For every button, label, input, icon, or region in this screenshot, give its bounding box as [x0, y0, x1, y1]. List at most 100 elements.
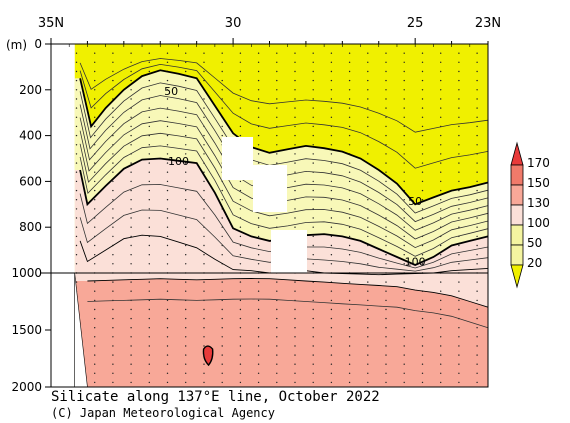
- sample-dot: [257, 263, 260, 265]
- sample-dot: [458, 125, 460, 128]
- sample-dot: [148, 153, 150, 155]
- colorbar-label: 20: [527, 256, 542, 270]
- sample-dot: [348, 79, 351, 82]
- sample-dot: [367, 199, 369, 201]
- sample-dot: [166, 290, 169, 292]
- sample-dot: [312, 299, 314, 302]
- sample-dot: [385, 308, 387, 311]
- contour-label: 100: [405, 256, 426, 269]
- sample-dot: [94, 372, 96, 374]
- sample-dot: [130, 79, 132, 82]
- sample-dot: [440, 180, 442, 183]
- sample-dot: [403, 217, 405, 219]
- sample-dot: [257, 89, 260, 91]
- sample-dot: [476, 235, 478, 238]
- sample-dot: [166, 134, 169, 137]
- sample-dot: [403, 281, 405, 283]
- sample-dot: [385, 317, 387, 320]
- sample-dot: [403, 208, 405, 210]
- sample-dot: [421, 244, 424, 247]
- sample-dot: [130, 89, 132, 91]
- sample-dot: [294, 144, 296, 146]
- sample-dot: [166, 199, 169, 201]
- sample-dot: [203, 381, 205, 384]
- sample-dot: [476, 199, 478, 201]
- sample-dot: [148, 317, 150, 320]
- sample-dot: [130, 336, 132, 338]
- colorbar-segment: [510, 224, 524, 246]
- sample-dot: [476, 244, 478, 247]
- sample-dot: [203, 336, 205, 338]
- sample-dot: [367, 171, 369, 173]
- sample-dot: [130, 226, 132, 228]
- sample-dot: [148, 61, 150, 63]
- sample-dot: [330, 217, 333, 219]
- sample-dot: [276, 363, 278, 365]
- sample-dot: [330, 79, 333, 82]
- sample-dot: [130, 381, 132, 384]
- sample-dot: [130, 254, 132, 256]
- sample-dot: [166, 336, 169, 338]
- sample-dot: [385, 116, 387, 119]
- sample-dot: [476, 363, 478, 365]
- sample-dot: [458, 381, 460, 384]
- sample-dot: [239, 226, 242, 228]
- sample-dot: [276, 354, 278, 356]
- sample-dot: [330, 144, 333, 146]
- sample-dot: [75, 208, 78, 210]
- sample-dot: [112, 354, 114, 356]
- sample-dot: [185, 107, 187, 109]
- sample-dot: [440, 217, 442, 219]
- sample-dot: [385, 263, 387, 265]
- sample-dot: [276, 290, 278, 292]
- sample-dot: [312, 317, 314, 320]
- sample-dot: [94, 308, 96, 311]
- sample-dot: [221, 308, 223, 311]
- y-tick-label: 0: [34, 37, 42, 51]
- sample-dot: [221, 299, 223, 302]
- sample-dot: [421, 89, 424, 91]
- sample-dot: [112, 89, 114, 91]
- sample-dot: [130, 281, 132, 283]
- sample-dot: [421, 254, 424, 256]
- chart-credit: (C) Japan Meteorological Agency: [51, 406, 275, 420]
- sample-dot: [166, 189, 169, 192]
- sample-dot: [312, 98, 314, 100]
- sample-dot: [294, 116, 296, 119]
- sample-dot: [440, 89, 442, 91]
- sample-dot: [185, 363, 187, 365]
- mask-west: [51, 44, 75, 387]
- sample-dot: [257, 354, 260, 356]
- sample-dot: [367, 180, 369, 183]
- sample-dot: [221, 98, 223, 100]
- sample-dot: [458, 208, 460, 210]
- sample-dot: [385, 363, 387, 365]
- sample-dot: [130, 189, 132, 192]
- sample-dot: [458, 354, 460, 356]
- sample-dot: [166, 327, 169, 329]
- sample-dot: [239, 79, 242, 82]
- sample-dot: [94, 98, 96, 100]
- sample-dot: [421, 381, 424, 384]
- sample-dot: [257, 254, 260, 256]
- sample-dot: [185, 180, 187, 183]
- sample-dot: [458, 345, 460, 347]
- sample-dot: [257, 317, 260, 320]
- sample-dot: [330, 336, 333, 338]
- sample-dot: [330, 162, 333, 164]
- sample-dot: [403, 61, 405, 63]
- sample-dot: [367, 125, 369, 128]
- sample-dot: [276, 89, 278, 91]
- sample-dot: [75, 61, 78, 63]
- sample-dot: [385, 107, 387, 109]
- sample-dot: [276, 144, 278, 146]
- sample-dot: [403, 263, 405, 265]
- sample-dot: [440, 281, 442, 283]
- sample-dot: [185, 327, 187, 329]
- sample-dot: [421, 98, 424, 100]
- sample-dot: [348, 244, 351, 247]
- sample-dot: [458, 89, 460, 91]
- colorbar-label: 170: [527, 156, 550, 170]
- sample-dot: [403, 226, 405, 228]
- sample-dot: [403, 180, 405, 183]
